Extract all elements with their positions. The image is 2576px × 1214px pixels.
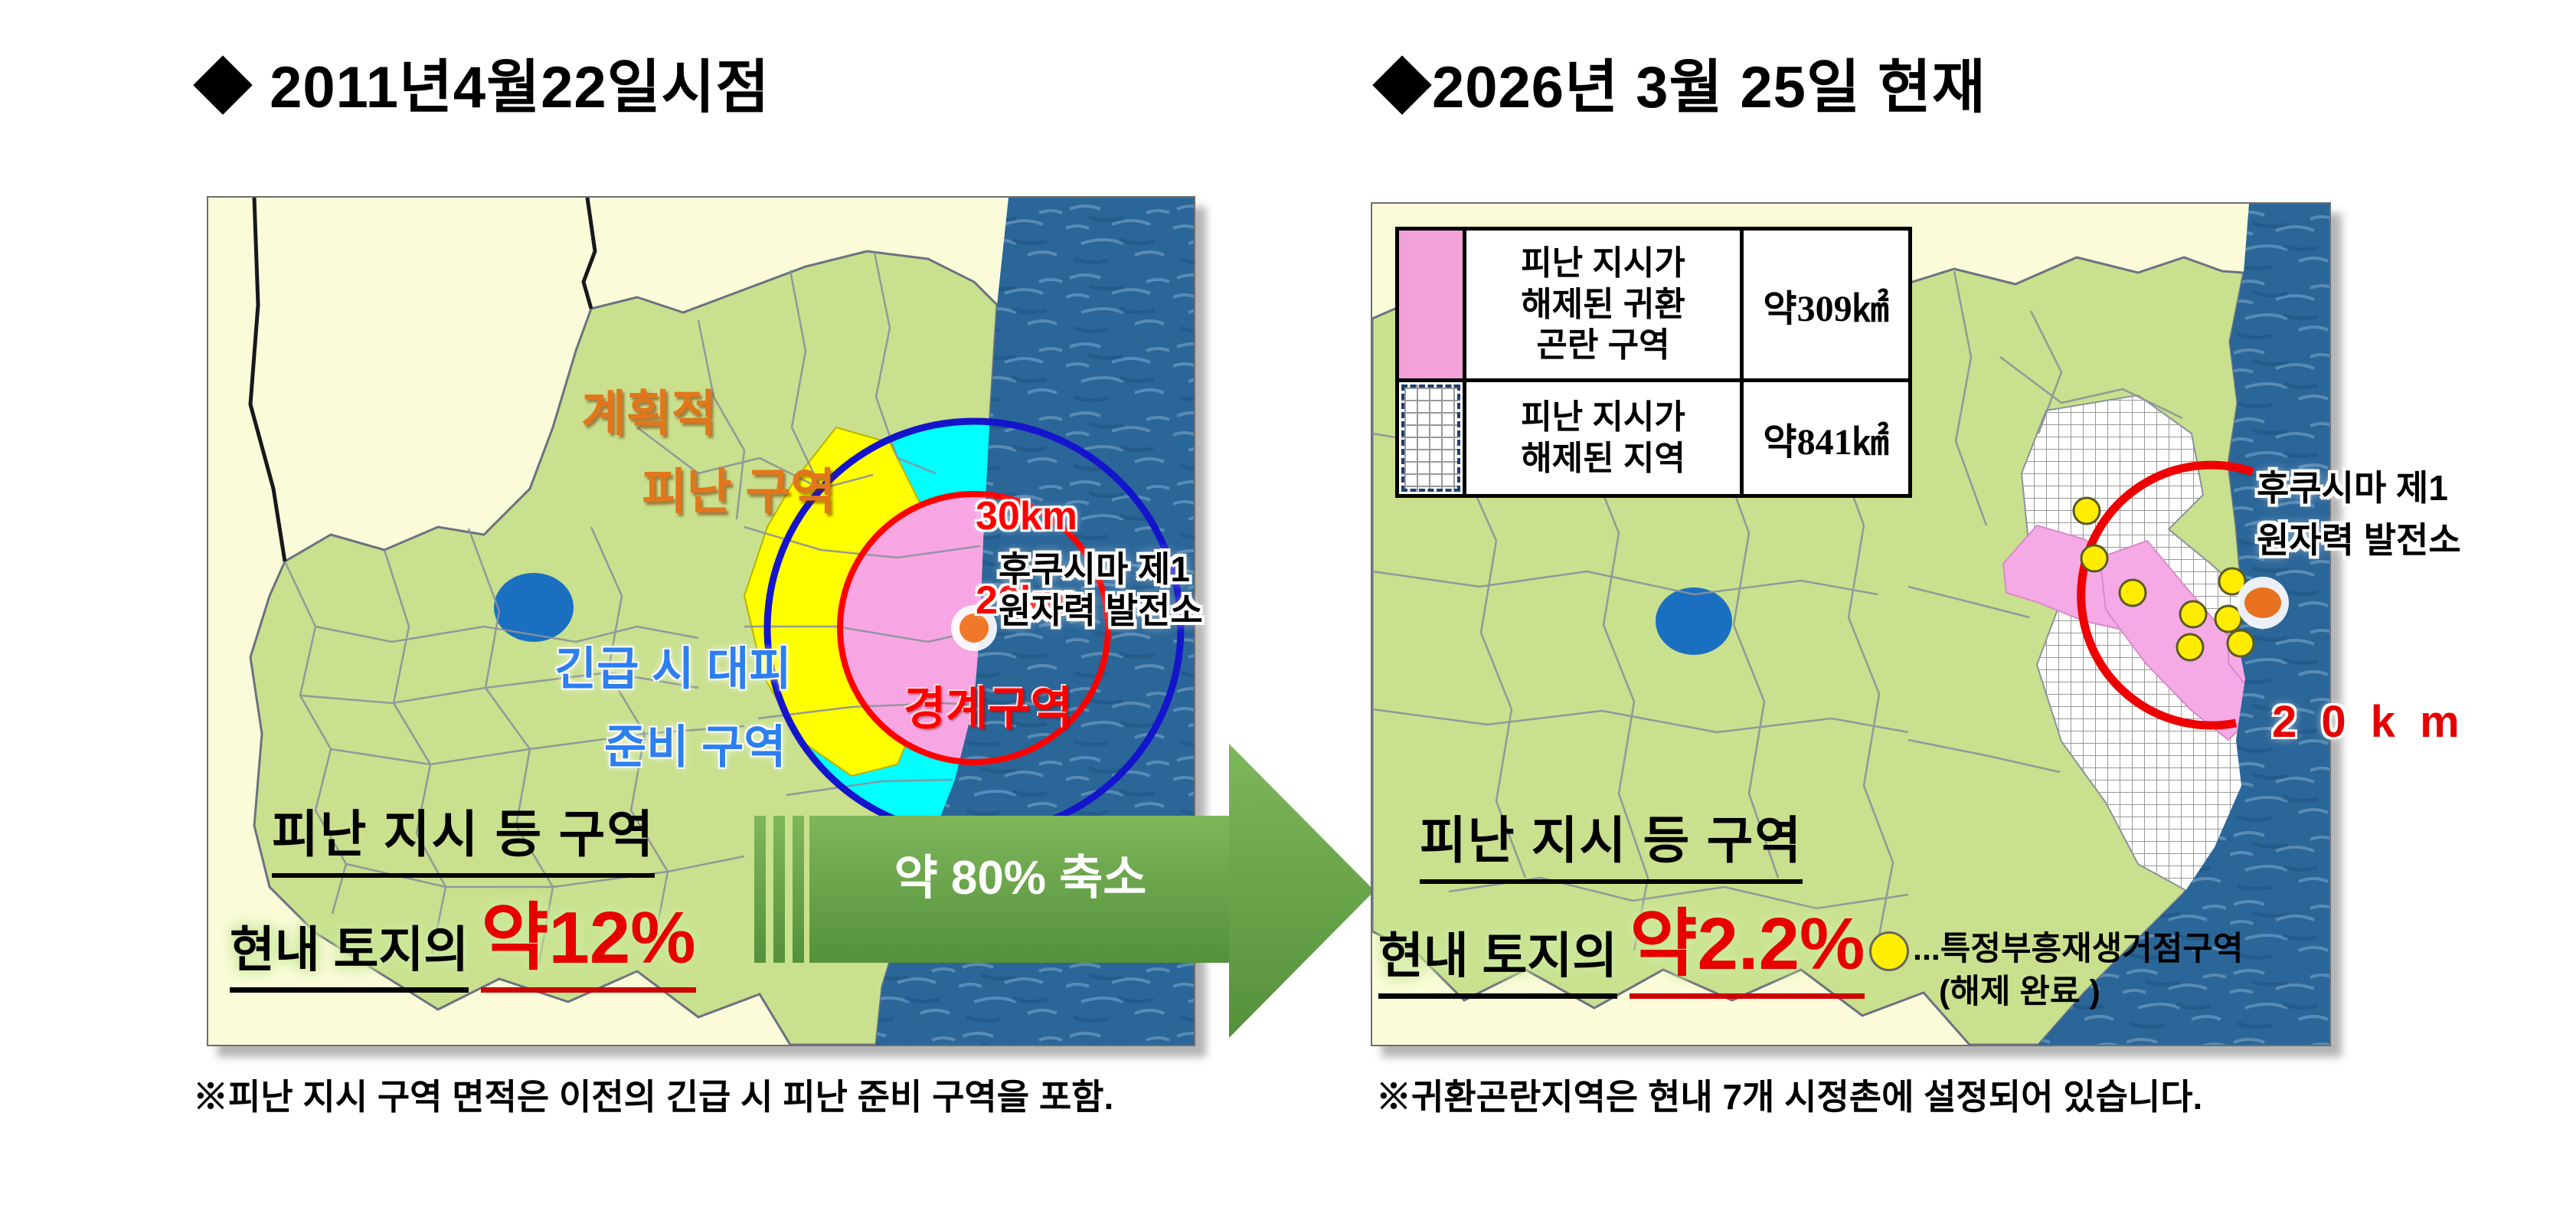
legend-swatch-lifted [1399, 382, 1466, 494]
legend-area-lifted: 약841㎢ [1744, 382, 1908, 494]
plant-label-line2: 원자력 발전소 [999, 591, 1203, 630]
ring-30km-label: 30km [976, 494, 1077, 538]
summary-title-2011: 피난 지시 등 구역 [272, 794, 655, 878]
legend-label-line: 피난 지시가 [1521, 398, 1685, 437]
summary-line-2011: 현내 토지의 약12% [230, 878, 696, 993]
arrow-head [1229, 744, 1375, 1038]
reconstruction-base-note-line1: ...특정부흥재생거점구역 [1913, 931, 2244, 967]
legend-label-line: 해제된 지역 [1521, 440, 1685, 477]
arrow-speed-bar-3 [793, 816, 804, 963]
summary-prefix-2026: 현내 토지의 [1378, 917, 1618, 999]
summary-prefix-2011: 현내 토지의 [230, 911, 469, 993]
reconstruction-base-note-line2: (해제 완료 ) [1939, 973, 2100, 1010]
right-map-title: ◆2026년 3월 25일 현재 [1373, 55, 1986, 120]
reconstruction-base-dots [2072, 496, 2255, 662]
plant-label-line1: 후쿠시마 제1 [999, 549, 1190, 589]
emergency-zone-label-line2: 준비 구역 [604, 722, 786, 773]
emergency-zone-label-line1: 긴급 시 대피 [554, 643, 792, 695]
reconstruction-base-legend-dot [1869, 931, 1909, 971]
arc-20km [2077, 460, 2254, 730]
legend-grid-pattern [1401, 384, 1460, 492]
warning-zone-label: 경계구역 [904, 683, 1073, 735]
summary-value-2011: 약12% [481, 878, 696, 993]
legend-label-lifted: 피난 지시가 해제된 지역 [1466, 382, 1744, 494]
planned-zone-label-line1: 계획적 [581, 386, 717, 441]
planned-zone-label-line2: 피난 구역 [642, 464, 836, 519]
legend-label-line: 해제된 귀환 [1521, 285, 1685, 323]
circle-20km [837, 491, 1111, 765]
reduction-arrow: 약 80% 축소 [754, 739, 1378, 1042]
lake [1656, 587, 1732, 655]
legend-table: 피난 지시가 해제된 귀환 곤란 구역 약309㎢ 피난 지시가 해제된 지역 … [1395, 227, 1912, 498]
prefecture-boundary-lines [248, 198, 597, 562]
ring-20km-label: 20km [976, 578, 1077, 623]
legend-swatch-difficult-return [1399, 231, 1466, 382]
legend-label-line: 피난 지시가 [1521, 244, 1685, 282]
reduction-arrow-svg [754, 744, 1375, 1038]
plant-label-line2: 원자력 발전소 [2257, 520, 2461, 560]
nuclear-plant-marker [2244, 587, 2281, 618]
left-footnote: ※피난 지시 구역 면적은 이전의 긴급 시 피난 준비 구역을 포함. [193, 1077, 1114, 1117]
summary-line-2026: 현내 토지의 약2.2% [1378, 884, 1865, 999]
plant-label-line1: 후쿠시마 제1 [2257, 468, 2448, 508]
nuclear-plant-marker [959, 614, 989, 643]
map-2026-panel: 피난 지시가 해제된 귀환 곤란 구역 약309㎢ 피난 지시가 해제된 지역 … [1371, 202, 2461, 1046]
legend-area-value: 약841㎢ [1763, 422, 1889, 463]
lake [494, 573, 574, 642]
ring-20km-label: 2 0 k m [2272, 697, 2466, 747]
summary-value-2026: 약2.2% [1630, 884, 1865, 999]
sea [2038, 204, 2329, 1045]
legend-area-difficult-return: 약309㎢ [1744, 231, 1908, 382]
arrow-speed-bar-1 [754, 816, 766, 963]
municipal-borders [283, 252, 981, 964]
arrow-body [809, 816, 1229, 963]
arrow-speed-bar-2 [773, 816, 785, 963]
right-footnote: ※귀환곤란지역은 현내 7개 시정촌에 설정되어 있습니다. [1376, 1077, 2203, 1117]
legend-area-value: 약309㎢ [1763, 288, 1889, 329]
summary-title-2026: 피난 지시 등 구역 [1420, 800, 1803, 884]
arrow-label: 약 80% 축소 [894, 852, 1147, 905]
left-map-title: ◆ 2011년4월22일시점 [194, 55, 770, 120]
legend-label-difficult-return: 피난 지시가 해제된 귀환 곤란 구역 [1466, 231, 1744, 382]
legend-label-line: 곤란 구역 [1536, 326, 1670, 365]
